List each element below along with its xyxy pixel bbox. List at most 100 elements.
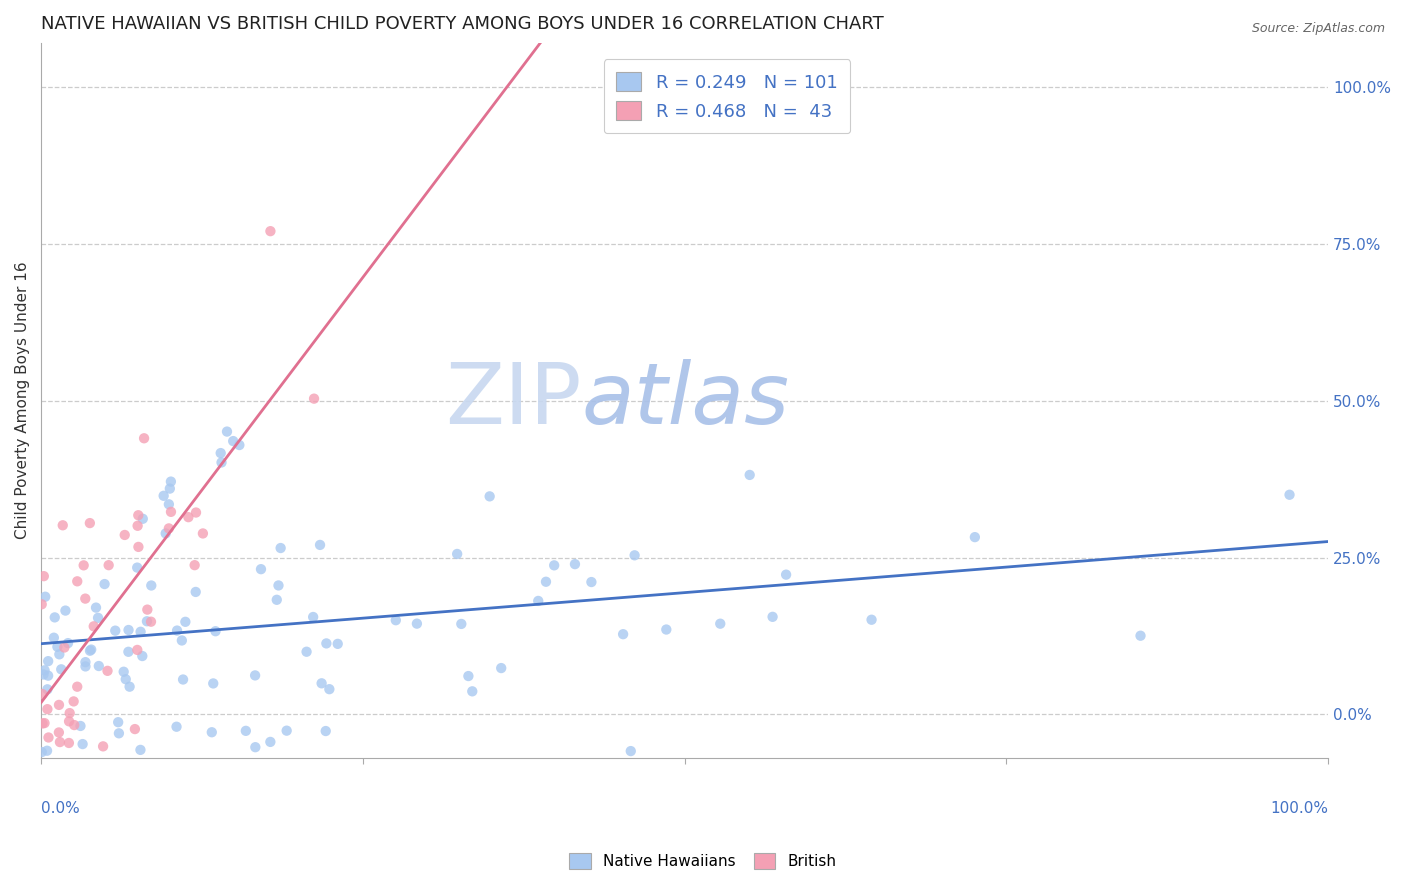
Point bbox=[191, 526, 214, 541]
Point bbox=[266, 592, 288, 607]
Point bbox=[204, 624, 226, 639]
Point bbox=[534, 574, 557, 589]
Point bbox=[37, 654, 59, 668]
Point bbox=[860, 613, 883, 627]
Point bbox=[527, 594, 550, 608]
Point bbox=[152, 489, 174, 503]
Point bbox=[295, 645, 318, 659]
Point bbox=[267, 578, 290, 592]
Point bbox=[259, 735, 281, 749]
Point bbox=[709, 616, 731, 631]
Point bbox=[75, 591, 97, 606]
Point bbox=[170, 633, 193, 648]
Point bbox=[235, 723, 257, 738]
Point bbox=[48, 648, 70, 662]
Point bbox=[211, 455, 233, 469]
Point bbox=[132, 431, 155, 445]
Point bbox=[184, 585, 207, 599]
Point bbox=[42, 631, 65, 645]
Point bbox=[159, 482, 181, 496]
Point bbox=[302, 392, 325, 406]
Point bbox=[87, 611, 110, 625]
Point bbox=[37, 731, 59, 745]
Point bbox=[177, 510, 200, 524]
Point bbox=[136, 614, 159, 628]
Point bbox=[34, 663, 56, 677]
Point bbox=[157, 521, 180, 535]
Point bbox=[157, 497, 180, 511]
Point bbox=[620, 744, 643, 758]
Point bbox=[250, 562, 273, 576]
Point bbox=[62, 694, 84, 708]
Point bbox=[406, 616, 429, 631]
Text: Source: ZipAtlas.com: Source: ZipAtlas.com bbox=[1251, 22, 1385, 36]
Point bbox=[37, 702, 59, 716]
Point bbox=[96, 664, 118, 678]
Point bbox=[1129, 629, 1152, 643]
Point bbox=[117, 623, 139, 637]
Point bbox=[446, 547, 468, 561]
Point bbox=[93, 577, 115, 591]
Point bbox=[243, 668, 266, 682]
Point bbox=[124, 722, 146, 736]
Point bbox=[131, 648, 153, 663]
Point bbox=[114, 672, 136, 686]
Point bbox=[461, 684, 484, 698]
Point bbox=[201, 725, 224, 739]
Point bbox=[543, 558, 565, 573]
Point bbox=[53, 640, 76, 655]
Point bbox=[34, 590, 56, 604]
Point bbox=[118, 680, 141, 694]
Point bbox=[209, 446, 232, 460]
Point bbox=[83, 619, 105, 633]
Point bbox=[259, 224, 281, 238]
Point bbox=[91, 739, 114, 754]
Point bbox=[58, 714, 80, 729]
Point bbox=[160, 505, 183, 519]
Point bbox=[75, 655, 97, 669]
Point bbox=[309, 538, 332, 552]
Point bbox=[581, 575, 603, 590]
Point bbox=[35, 744, 58, 758]
Point bbox=[117, 645, 139, 659]
Point bbox=[166, 624, 188, 638]
Point bbox=[37, 682, 59, 697]
Point bbox=[66, 574, 89, 589]
Point bbox=[48, 725, 70, 739]
Point bbox=[222, 434, 245, 448]
Point bbox=[1278, 488, 1301, 502]
Point bbox=[66, 680, 89, 694]
Point bbox=[489, 661, 512, 675]
Text: 0.0%: 0.0% bbox=[41, 801, 80, 816]
Point bbox=[97, 558, 120, 573]
Point bbox=[52, 518, 75, 533]
Point bbox=[655, 623, 678, 637]
Point bbox=[315, 636, 337, 650]
Point bbox=[31, 597, 53, 611]
Point bbox=[32, 667, 55, 681]
Legend: R = 0.249   N = 101, R = 0.468   N =  43: R = 0.249 N = 101, R = 0.468 N = 43 bbox=[603, 59, 851, 133]
Point bbox=[63, 718, 86, 732]
Point bbox=[315, 724, 337, 739]
Point bbox=[276, 723, 298, 738]
Point bbox=[963, 530, 986, 544]
Point bbox=[55, 604, 77, 618]
Point bbox=[245, 740, 267, 755]
Point bbox=[184, 506, 207, 520]
Point bbox=[326, 637, 349, 651]
Point bbox=[132, 512, 155, 526]
Text: 100.0%: 100.0% bbox=[1270, 801, 1329, 816]
Point bbox=[202, 676, 225, 690]
Point bbox=[79, 516, 101, 530]
Text: ZIP: ZIP bbox=[446, 359, 582, 442]
Point bbox=[302, 610, 325, 624]
Point bbox=[127, 643, 149, 657]
Point bbox=[48, 698, 70, 712]
Text: atlas: atlas bbox=[582, 359, 790, 442]
Point bbox=[385, 613, 408, 627]
Point bbox=[31, 687, 53, 701]
Point bbox=[270, 541, 292, 555]
Point bbox=[104, 624, 127, 638]
Point bbox=[37, 668, 59, 682]
Point bbox=[155, 526, 177, 541]
